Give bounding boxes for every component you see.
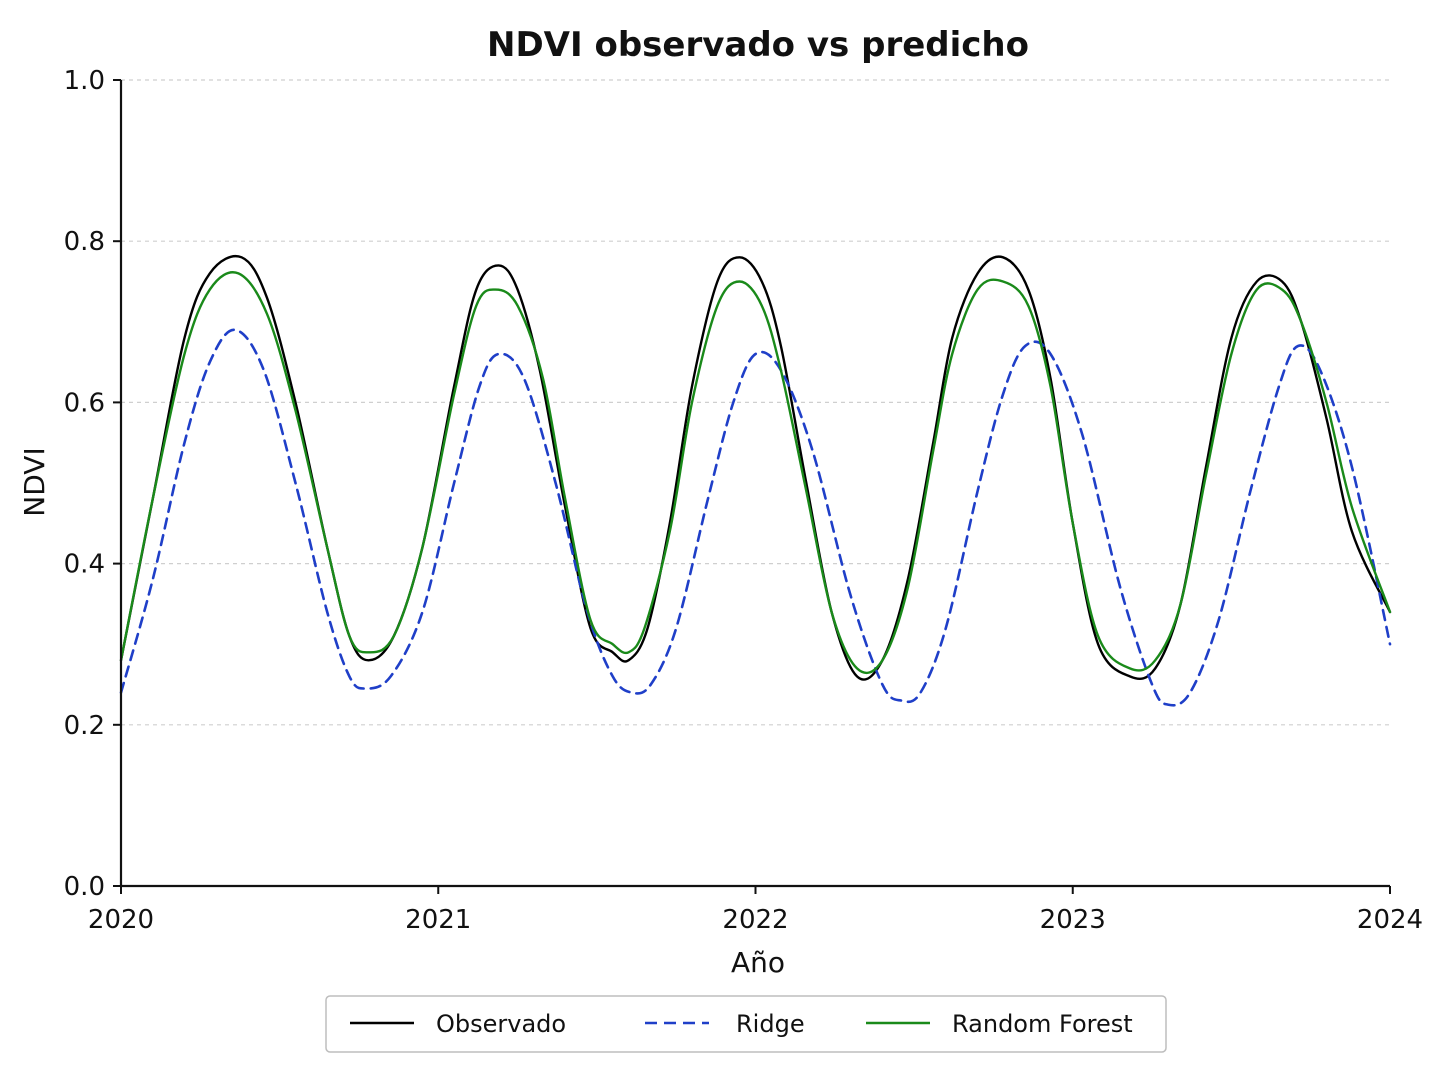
y-tick-label-2: 0.4 <box>64 550 105 580</box>
legend-label-random-forest: Random Forest <box>952 1010 1133 1038</box>
series-layer <box>119 255 1392 707</box>
series-line-ridge <box>119 328 1392 707</box>
y-tick-label-1: 0.2 <box>64 711 105 741</box>
legend-box <box>325 995 1167 1053</box>
x-tick-label-0: 2020 <box>88 905 154 935</box>
x-tick-label-1: 2021 <box>405 905 471 935</box>
series-line-random-forest <box>119 271 1392 675</box>
legend: Observado Ridge Random Forest <box>325 995 1167 1053</box>
series-line-observado <box>119 255 1392 681</box>
tick-labels: 0.0 0.2 0.4 0.6 0.8 1.0 2020 2021 2022 2023 2024 <box>64 66 1423 935</box>
y-tick-label-3: 0.6 <box>64 388 105 418</box>
axes <box>113 79 1391 894</box>
x-tick-label-3: 2023 <box>1040 905 1106 935</box>
y-tick-label-4: 0.8 <box>64 227 105 257</box>
chart-title: NDVI observado vs predicho <box>487 25 1029 65</box>
legend-label-observado: Observado <box>436 1010 566 1038</box>
x-tick-label-2: 2022 <box>722 905 788 935</box>
grid-lines <box>121 79 1390 726</box>
y-tick-label-5: 1.0 <box>64 66 105 96</box>
x-tick-label-4: 2024 <box>1357 905 1423 935</box>
y-tick-label-0: 0.0 <box>64 872 105 902</box>
y-axis-label: NDVI <box>18 447 51 516</box>
x-axis-label: Año <box>731 946 785 979</box>
legend-label-ridge: Ridge <box>736 1010 805 1038</box>
